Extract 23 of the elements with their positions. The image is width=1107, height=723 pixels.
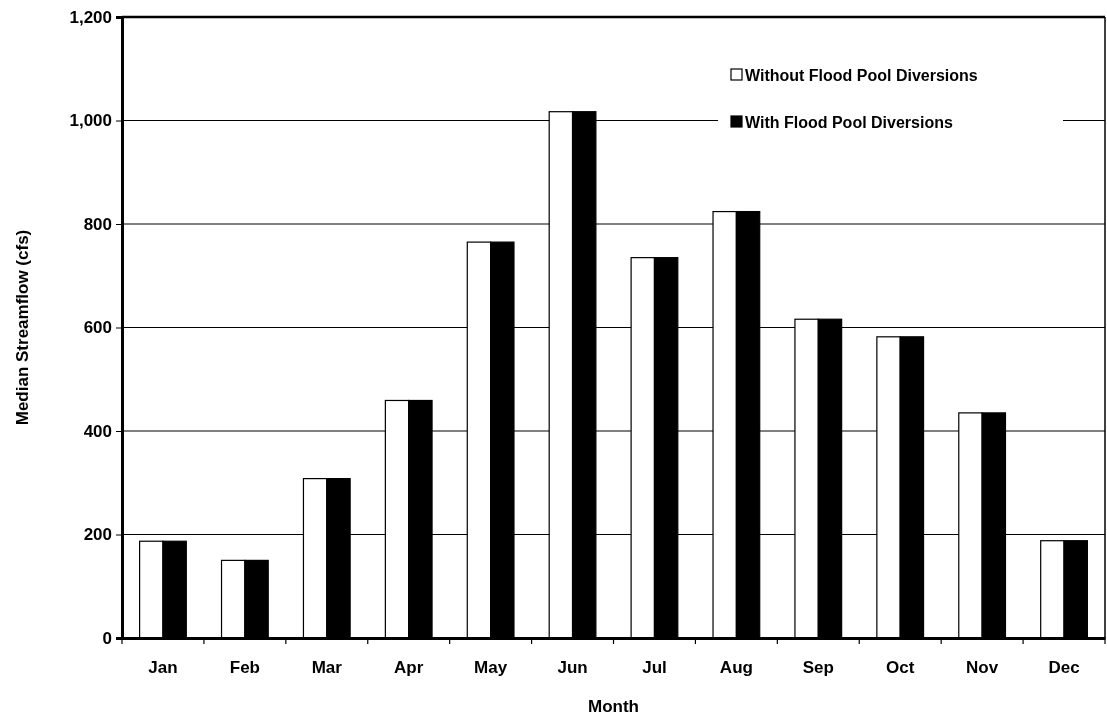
y-tick-label: 200	[83, 525, 112, 545]
y-tick-label: 1,200	[69, 7, 112, 27]
y-tick-label: 0	[102, 628, 112, 648]
x-tick-label: Sep	[802, 658, 834, 678]
x-tick-label: Jun	[557, 658, 588, 678]
x-axis-title: Month	[588, 697, 639, 716]
y-tick-label: 800	[83, 214, 112, 234]
x-tick-label: Nov	[966, 658, 999, 678]
x-tick-label: Mar	[311, 658, 343, 678]
x-tick-label: Jul	[642, 658, 667, 678]
x-tick-label: Feb	[229, 658, 260, 678]
x-tick-label: Jan	[148, 658, 178, 678]
y-tick-label: 1,000	[69, 111, 112, 131]
y-axis-title: Median Streamflow (cfs)	[13, 229, 32, 426]
x-tick-label: May	[474, 658, 508, 678]
y-tick-label: 600	[83, 318, 112, 338]
x-tick-label: Dec	[1048, 658, 1080, 678]
x-tick-label: Aug	[719, 658, 753, 678]
legend-label: Without Flood Pool Diversions	[745, 67, 978, 84]
legend-label: With Flood Pool Diversions	[745, 114, 953, 131]
x-tick-label: Apr	[394, 658, 424, 678]
y-tick-label: 400	[83, 421, 112, 441]
x-tick-label: Oct	[886, 658, 915, 678]
